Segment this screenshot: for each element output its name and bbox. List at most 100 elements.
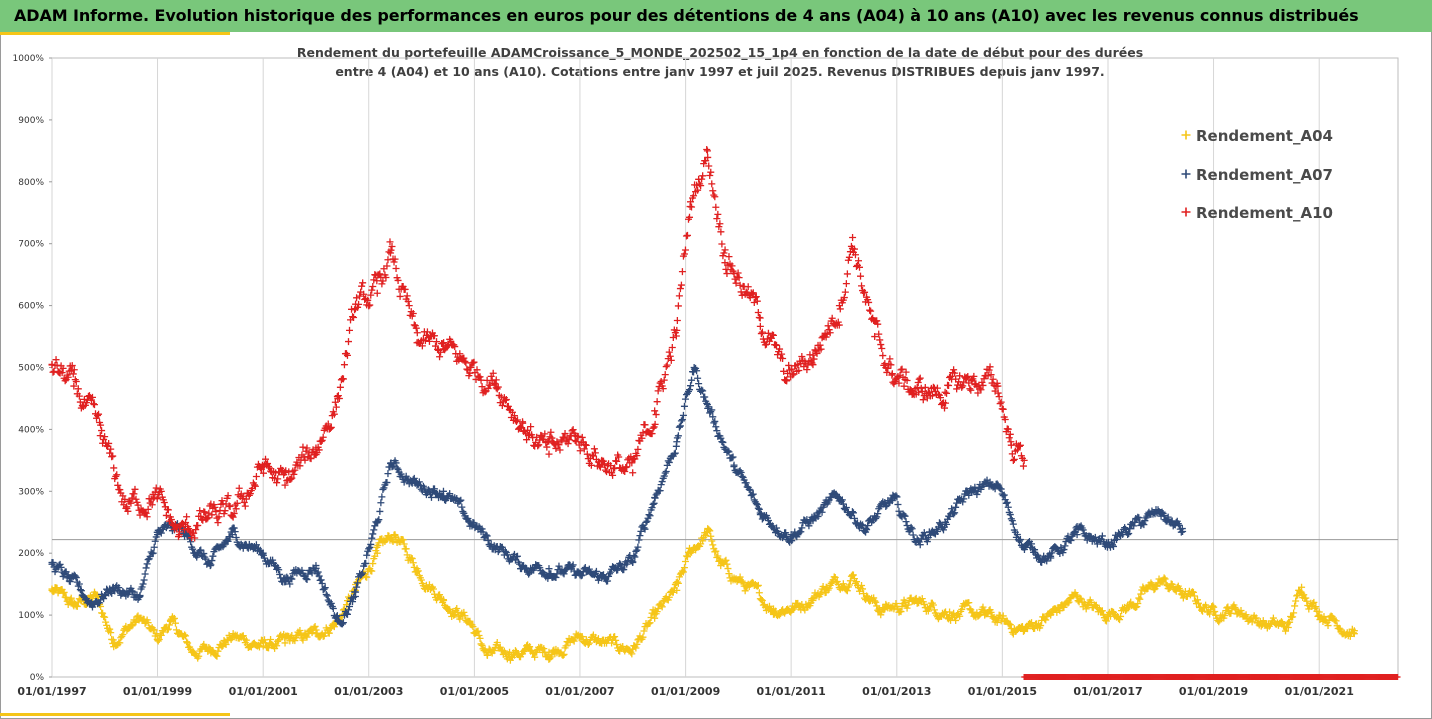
data-point [1269,614,1277,622]
data-point [388,536,396,544]
data-point [717,562,725,570]
data-point [590,445,598,453]
data-point [1028,619,1036,627]
data-point [322,591,330,599]
data-point [628,557,636,565]
data-point [64,571,72,579]
data-point [1320,613,1328,621]
data-point [749,490,757,498]
data-point [1259,617,1267,625]
data-point [1157,577,1165,585]
data-point [461,612,469,620]
data-point [189,545,197,553]
data-point [1020,627,1028,635]
data-point [1332,617,1340,625]
data-point [521,646,529,654]
data-point [967,386,975,394]
data-point [427,493,435,501]
data-point [172,626,180,634]
data-point [688,376,696,384]
data-point [709,413,717,421]
data-point [552,573,560,581]
data-point [389,537,397,545]
data-point [879,352,887,360]
data-point [353,583,361,591]
data-point [1237,607,1245,615]
data-point [384,256,392,264]
data-point [446,490,454,498]
data-point [56,560,64,568]
legend-item-Rendement_A07: Rendement_A07 [1181,166,1333,184]
data-point [464,515,472,523]
data-point [377,499,385,507]
data-point [613,641,621,649]
data-point [336,383,344,391]
data-point [344,606,352,614]
data-point [724,565,732,573]
x-tick-label: 01/01/2017 [1073,685,1142,698]
data-point [1291,602,1299,610]
data-point [673,586,681,594]
data-point [484,536,492,544]
data-point [686,549,694,557]
data-point [152,630,160,638]
data-point [678,416,686,424]
data-point [343,610,351,618]
data-point [1298,583,1306,591]
data-point [525,570,533,578]
data-point [213,652,221,660]
data-point [545,648,553,656]
series-Rendement_A10 [48,145,1028,542]
data-point [724,447,732,455]
data-point [738,577,746,585]
data-point [945,381,953,389]
data-point [547,428,555,436]
data-point [1221,611,1229,619]
data-point [712,547,720,555]
data-point [1102,617,1110,625]
data-point [1064,599,1072,607]
data-point [803,516,811,524]
data-point [981,611,989,619]
data-point [76,586,84,594]
data-point [323,592,331,600]
data-point [144,619,152,627]
data-point [311,622,319,630]
data-point [52,356,60,364]
data-point [110,464,118,472]
data-point [327,599,335,607]
data-point [553,570,561,578]
data-point [296,626,304,634]
data-point [106,585,114,593]
data-point [581,564,589,572]
data-point [219,543,227,551]
data-point [368,534,376,542]
data-point [493,638,501,646]
data-point [657,481,665,489]
data-point [1279,619,1286,627]
data-point [660,472,668,480]
data-point [1161,575,1169,583]
data-point [312,630,320,638]
data-point [368,567,376,575]
data-point [570,567,578,575]
data-point [142,564,150,572]
data-point [1147,579,1155,587]
data-point [872,598,880,606]
data-point [48,586,56,594]
legend-label: Rendement_A07 [1196,166,1333,184]
data-point [291,637,299,645]
data-point [629,469,637,477]
data-point [1150,586,1158,594]
data-point [857,272,865,280]
data-point [1060,603,1068,611]
data-point [273,642,281,650]
data-point [1153,582,1161,590]
data-point [782,529,790,537]
data-point [788,537,796,545]
data-point [1199,607,1207,615]
x-tick-label: 01/01/2001 [229,685,298,698]
data-point [163,626,171,634]
data-point [1125,603,1133,611]
data-point [616,560,624,568]
